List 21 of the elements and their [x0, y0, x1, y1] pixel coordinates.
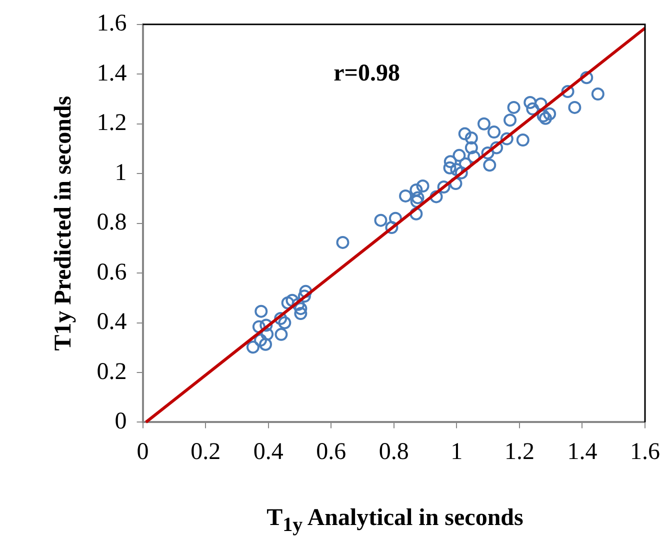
- annotation: r=0.98: [334, 60, 400, 87]
- x-tick-label: 0.8: [378, 438, 409, 465]
- y-tick-label: 1.4: [96, 60, 127, 86]
- x-axis-title: T$_{1y}$ Analytical in seconds: [266, 505, 524, 537]
- y-tick-label: 0.6: [96, 259, 127, 286]
- x-tick-label: 1: [450, 438, 463, 465]
- y-tick-label: 1: [114, 160, 127, 186]
- x-tick-label: 0.6: [316, 438, 346, 465]
- x-tick-label: 0.4: [253, 438, 284, 465]
- x-tick-label: 1.4: [567, 438, 598, 465]
- y-tick-label: 0.2: [96, 358, 127, 385]
- y-tick-label: 0.8: [96, 210, 127, 236]
- x-tick-label: 0.2: [190, 438, 221, 465]
- x-tick-label: 1.2: [504, 438, 534, 465]
- x-tick-label: 1.6: [630, 438, 660, 465]
- y-tick-label: 0: [114, 408, 127, 434]
- y-tick-label: 1.2: [96, 110, 127, 136]
- y-axis-title: T1y Predicted in seconds: [50, 96, 77, 351]
- y-tick-label: 0.4: [96, 309, 127, 336]
- x-tick-label: 0: [136, 438, 149, 465]
- y-tick-label: 1.6: [96, 10, 127, 37]
